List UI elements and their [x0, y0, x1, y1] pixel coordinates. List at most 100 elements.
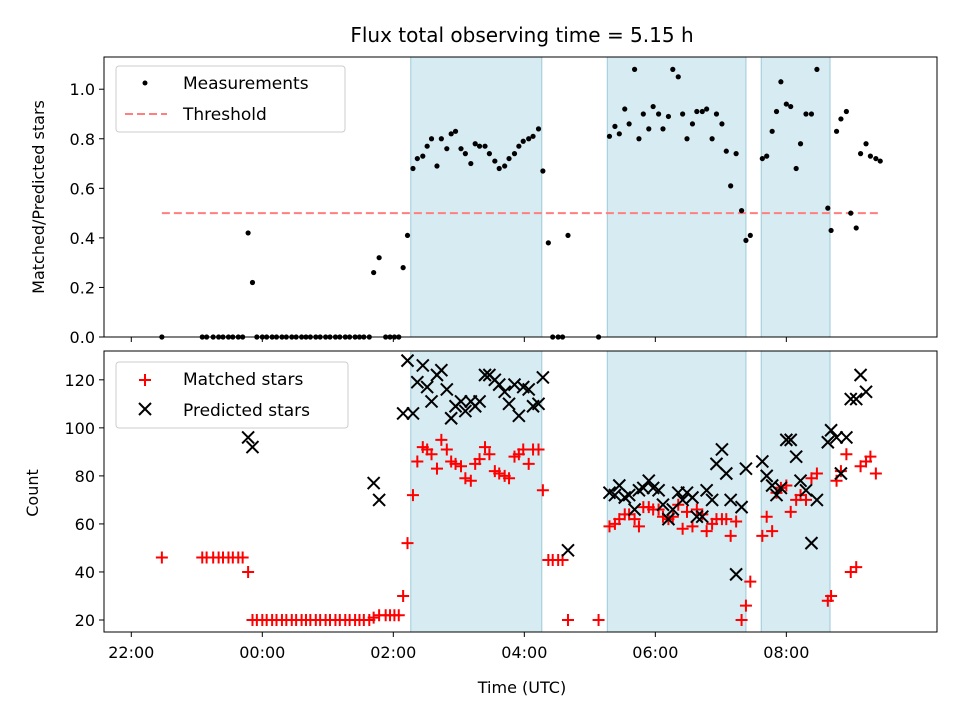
predicted-star-point: [793, 473, 808, 488]
x-axis-label: Time (UTC): [477, 678, 566, 697]
measurement-point: [723, 148, 729, 154]
bottom-legend: Matched stars Predicted stars: [115, 361, 349, 429]
predicted-star-point: [821, 435, 835, 449]
measurement-point: [764, 153, 770, 159]
measurement-point: [808, 111, 815, 117]
measurement-point: [728, 183, 734, 189]
measurement-point: [803, 111, 809, 117]
bottom-legend-box: [115, 361, 349, 429]
measurement-point: [733, 151, 739, 157]
measurement-point: [516, 143, 522, 149]
y-tick-label: 40: [75, 563, 95, 582]
measurement-point: [400, 265, 406, 271]
legend-predicted-label: Predicted stars: [183, 401, 310, 421]
predicted-star-point: [512, 409, 526, 423]
bottom-axes-ticks: 20 40 60 80 100 120 22:00 00:00 02:00 04:00 06:00 0…: [64, 371, 809, 662]
predicted-star-point: [366, 476, 381, 490]
predicted-star-point: [695, 510, 709, 524]
x-tick-label: 00:00: [239, 643, 285, 662]
matched-star-point: [449, 457, 462, 470]
matched-star-point: [850, 561, 863, 574]
predicted-star-point: [734, 500, 749, 514]
measurement-point: [783, 101, 789, 107]
measurement-point: [420, 153, 426, 159]
matched-star-point: [459, 472, 472, 485]
matched-star-point: [840, 448, 853, 461]
measurement-point: [482, 143, 488, 149]
matched-star-point: [632, 520, 645, 533]
y-tick-label: 60: [75, 515, 95, 534]
matched-star-point: [479, 441, 492, 454]
predicted-star-point: [454, 394, 468, 409]
matched-star-point: [425, 448, 438, 461]
predicted-star-point: [705, 493, 719, 507]
predicted-star-point: [849, 392, 863, 406]
top-axes-ticks: 0.0 0.2 0.4 0.6 0.8 1.0: [70, 80, 787, 347]
predicted-star-point: [608, 488, 622, 502]
measurement-point: [616, 131, 622, 137]
predicted-star-point: [400, 353, 415, 368]
matched-star-point: [756, 529, 769, 542]
y-tick-label: 20: [75, 611, 95, 630]
measurement-point: [526, 136, 532, 142]
predicted-star-point: [656, 498, 670, 512]
measurement-point: [472, 141, 478, 147]
predicted-star-point: [844, 392, 858, 406]
top-legend-box: [115, 65, 346, 133]
measurement-point: [778, 79, 784, 85]
predicted-star-point: [440, 382, 454, 397]
top-axes: 0.0 0.2 0.4 0.6 0.8 1.0 Flux total observing …: [29, 23, 938, 347]
measurement-point: [759, 155, 765, 162]
measurement-point: [793, 165, 799, 172]
matched-star-point: [493, 467, 506, 480]
measurement-point: [476, 143, 483, 149]
observing-interval-band: [410, 56, 543, 338]
matched-star-point: [392, 609, 405, 622]
measurement-point: [833, 128, 840, 134]
measurement-point: [684, 136, 690, 142]
predicted-star-point: [810, 493, 824, 507]
matched-star-point: [784, 505, 797, 518]
measurement-point: [640, 111, 646, 117]
matched-star-point: [799, 493, 812, 506]
predicted-star-point: [774, 481, 788, 495]
matched-star-point: [155, 551, 168, 564]
matched-star-point: [435, 433, 448, 446]
observing-intervals: [410, 56, 831, 338]
measurement-point: [656, 111, 662, 117]
matched-star-point: [483, 448, 496, 461]
measurement-point: [838, 116, 844, 122]
x-tick-label: 04:00: [501, 643, 547, 662]
y-tick-label: 0.4: [70, 229, 95, 248]
predicted-star-point: [789, 449, 803, 464]
measurement-point: [520, 138, 526, 144]
predicted-star-point: [410, 375, 425, 389]
matched-star-point: [464, 474, 477, 487]
measurement-point: [452, 128, 459, 134]
matched-star-point: [810, 467, 823, 480]
predicted-star-point: [859, 385, 873, 399]
measurement-point: [853, 225, 859, 231]
measurement-point: [631, 66, 638, 72]
predicted-star-point: [478, 368, 492, 382]
predicted-star-point: [739, 461, 753, 476]
matched-star-point: [766, 525, 779, 538]
measurement-point: [704, 106, 710, 112]
chart-title: Flux total observing time = 5.15 h: [350, 23, 693, 47]
measurement-point: [424, 143, 430, 149]
matched-star-point: [666, 510, 679, 523]
matched-star-point: [430, 462, 443, 475]
measurement-point: [773, 108, 780, 115]
bottom-y-axis-label: Count: [23, 469, 42, 517]
measurement-point: [496, 165, 502, 172]
measurement-point: [650, 103, 656, 110]
measurement-point: [769, 128, 775, 134]
y-tick-label: 100: [64, 419, 95, 438]
predicted-star-point: [627, 502, 642, 517]
predicted-star-point: [245, 440, 260, 454]
y-tick-label: 1.0: [70, 80, 95, 99]
observing-interval-band: [606, 56, 747, 338]
predicted-star-point: [536, 370, 550, 385]
x-tick-label: 06:00: [632, 643, 678, 662]
measurement-point: [694, 108, 700, 115]
